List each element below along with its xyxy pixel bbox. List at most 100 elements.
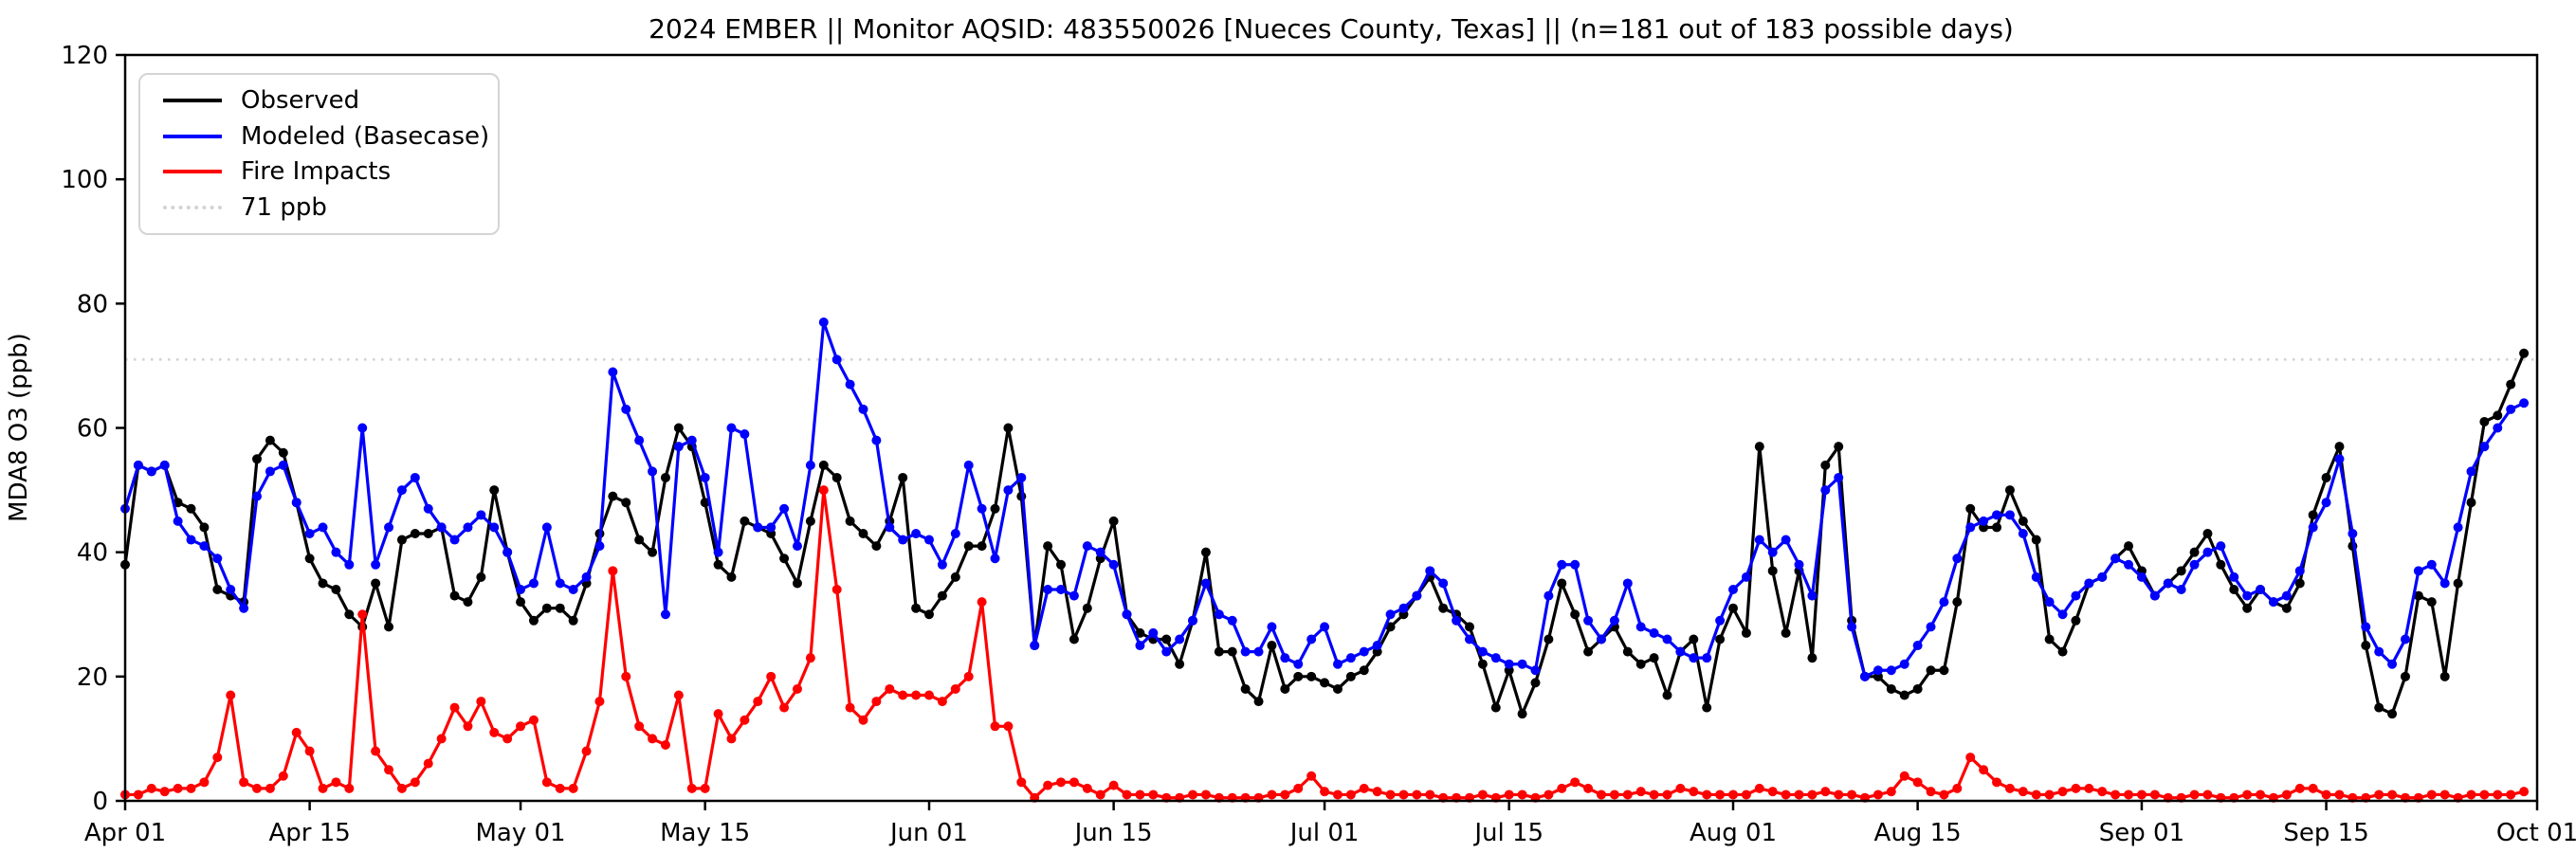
series-marker (621, 498, 631, 508)
series-marker (2057, 646, 2068, 657)
series-marker (2519, 398, 2530, 408)
series-marker (199, 777, 210, 788)
series-marker (648, 466, 658, 477)
series-marker (581, 746, 592, 756)
series-marker (1175, 634, 1185, 644)
series-marker (2361, 641, 2371, 651)
series-marker (1372, 641, 1382, 651)
series-marker (436, 734, 447, 744)
series-marker (1267, 789, 1277, 800)
series-marker (1477, 646, 1488, 657)
x-tick-label: Jun 15 (1073, 819, 1153, 847)
series-marker (199, 541, 210, 552)
series-marker (1899, 690, 1909, 700)
series-marker (911, 528, 922, 538)
series-marker (357, 609, 368, 620)
legend-label-fire-impacts: Fire Impacts (241, 157, 392, 187)
series-marker (449, 535, 460, 545)
series-marker (818, 485, 829, 496)
series-marker (344, 609, 355, 620)
x-tick-label: Sep 01 (2099, 819, 2184, 847)
series-marker (1504, 789, 1514, 800)
series-marker (2387, 709, 2398, 719)
series-marker (304, 528, 315, 538)
series-marker (1689, 653, 1699, 663)
series-marker (133, 789, 143, 800)
series-marker (2057, 787, 2068, 797)
series-marker (594, 697, 605, 707)
series-marker (977, 597, 987, 608)
series-marker (831, 354, 842, 365)
series-marker (2374, 646, 2384, 657)
series-marker (924, 609, 934, 620)
series-marker (1992, 522, 2002, 533)
series-marker (2071, 590, 2081, 601)
y-tick-label: 0 (92, 788, 108, 816)
series-marker (898, 690, 908, 700)
series-marker (779, 503, 790, 514)
series-marker (2202, 528, 2213, 538)
series-marker (1016, 777, 1027, 788)
series-marker (1425, 789, 1435, 800)
series-marker (2242, 789, 2253, 800)
series-marker (2374, 702, 2384, 713)
series-marker (871, 435, 882, 445)
series-marker (634, 721, 645, 732)
series-marker (2308, 510, 2318, 520)
series-marker (2479, 442, 2490, 452)
x-tick-label: Jun 01 (888, 819, 968, 847)
series-marker (1899, 659, 1909, 669)
series-marker (2400, 634, 2410, 644)
y-tick-label: 40 (77, 539, 108, 568)
series-marker (858, 404, 868, 414)
series-marker (1332, 659, 1343, 669)
series-marker (2136, 572, 2147, 582)
series-marker (423, 528, 433, 538)
series-marker (1741, 789, 1751, 800)
series-marker (2031, 535, 2041, 545)
series-marker (146, 466, 156, 477)
y-tick-label: 60 (77, 415, 108, 444)
series-marker (2374, 789, 2384, 800)
series-marker (1622, 578, 1633, 589)
series-marker (700, 498, 710, 508)
series-marker (318, 522, 328, 533)
series-marker (831, 585, 842, 595)
series-marker (1926, 787, 1936, 797)
series-marker (2308, 522, 2318, 533)
series-marker (1398, 603, 1409, 613)
series-marker (265, 435, 275, 445)
series-marker (1477, 789, 1488, 800)
series-marker (1820, 460, 1831, 470)
y-tick-label: 80 (77, 290, 108, 318)
series-marker (304, 554, 315, 564)
fire-impacts-line-sample (163, 170, 222, 174)
series-marker (384, 522, 394, 533)
series-marker (2493, 410, 2503, 421)
series-marker (159, 787, 170, 797)
series-marker (2216, 541, 2226, 552)
series-marker (2493, 423, 2503, 433)
series-marker (1175, 659, 1185, 669)
series-marker (2413, 590, 2423, 601)
series-marker (2400, 671, 2410, 681)
series-marker (1504, 659, 1514, 669)
series-marker (1253, 646, 1264, 657)
series-marker (1583, 615, 1594, 626)
series-marker (686, 435, 697, 445)
series-marker (1689, 634, 1699, 644)
series-marker (1385, 622, 1396, 632)
series-marker (1200, 789, 1211, 800)
series-marker (476, 697, 486, 707)
series-marker (1359, 665, 1369, 676)
series-marker (1834, 472, 1844, 482)
series-marker (1834, 442, 1844, 452)
series-marker (2387, 659, 2398, 669)
x-tick-label: Aug 01 (1690, 819, 1777, 847)
series-marker (1517, 709, 1527, 719)
series-marker (1860, 671, 1871, 681)
series-marker (1056, 777, 1067, 788)
series-marker (516, 585, 526, 595)
series-marker (1649, 653, 1659, 663)
series-marker (977, 503, 987, 514)
